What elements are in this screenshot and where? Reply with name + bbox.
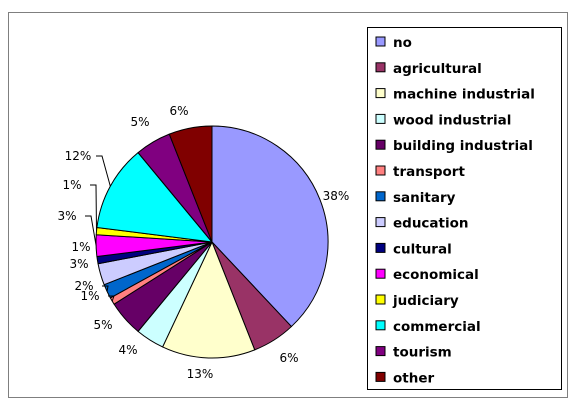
legend-label-building-industrial: building industrial — [393, 138, 533, 154]
data-label-transport: 1% — [80, 289, 99, 303]
data-label-no: 38% — [323, 189, 350, 203]
pie-slice-other — [168, 125, 213, 243]
leader-lines — [85, 155, 115, 302]
legend-swatch-other — [375, 371, 386, 382]
legend-label-wood-industrial: wood industrial — [393, 112, 511, 128]
legend-label-cultural: cultural — [393, 241, 452, 257]
data-label-machine-industrial: 13% — [187, 367, 214, 381]
legend-label-education: education — [393, 216, 469, 232]
legend-swatch-cultural — [375, 242, 386, 253]
legend-swatch-machine-industrial — [375, 88, 386, 99]
data-label-cultural: 1% — [71, 240, 90, 254]
data-label-commercial: 12% — [65, 149, 92, 163]
leader-line-transport — [108, 295, 115, 302]
pie-slice-commercial — [96, 152, 213, 243]
legend-box — [367, 27, 562, 390]
data-label-judiciary: 1% — [62, 178, 81, 192]
legend: no agricultural machine industrial wood ind… — [375, 35, 535, 386]
data-label-agricultural: 6% — [279, 351, 298, 365]
legend-label-tourism: tourism — [393, 345, 452, 361]
legend-swatch-economical — [375, 268, 386, 279]
leader-line-economical — [85, 215, 97, 246]
legend-label-economical: economical — [393, 267, 479, 283]
legend-swatch-commercial — [375, 320, 386, 331]
legend-label-judiciary: judiciary — [392, 293, 459, 309]
legend-label-other: other — [393, 370, 434, 386]
legend-swatch-no — [375, 36, 386, 47]
legend-label-transport: transport — [393, 164, 465, 180]
legend-swatch-transport — [375, 165, 386, 176]
legend-swatch-wood-industrial — [375, 113, 386, 124]
pie-slices — [95, 125, 329, 359]
pie-slice-no — [211, 125, 329, 328]
data-label-sanitary: 2% — [74, 279, 93, 293]
leader-line-commercial — [96, 155, 111, 187]
pie-slice-machine-industrial — [162, 241, 256, 359]
legend-swatch-building-industrial — [375, 139, 386, 150]
data-labels: 38%6%13%4%5%1%2%3%1%3%1%12%5%6% — [57, 104, 349, 381]
legend-swatch-agricultural — [375, 62, 386, 73]
data-label-other: 6% — [169, 104, 188, 118]
leader-line-judiciary — [90, 184, 97, 232]
data-label-education: 3% — [69, 257, 88, 271]
data-label-economical: 3% — [57, 209, 76, 223]
legend-swatch-sanitary — [375, 191, 386, 202]
legend-label-sanitary: sanitary — [393, 190, 456, 206]
legend-label-no: no — [393, 35, 412, 51]
legend-swatch-judiciary — [375, 294, 386, 305]
leader-line-sanitary — [102, 285, 109, 292]
legend-label-commercial: commercial — [393, 319, 481, 335]
data-label-building-industrial: 5% — [93, 318, 112, 332]
legend-label-machine-industrial: machine industrial — [393, 87, 535, 103]
legend-swatch-tourism — [375, 346, 386, 357]
legend-label-agricultural: agricultural — [393, 61, 482, 77]
data-label-tourism: 5% — [130, 115, 149, 129]
data-label-wood-industrial: 4% — [118, 343, 137, 357]
legend-swatch-education — [375, 217, 386, 228]
